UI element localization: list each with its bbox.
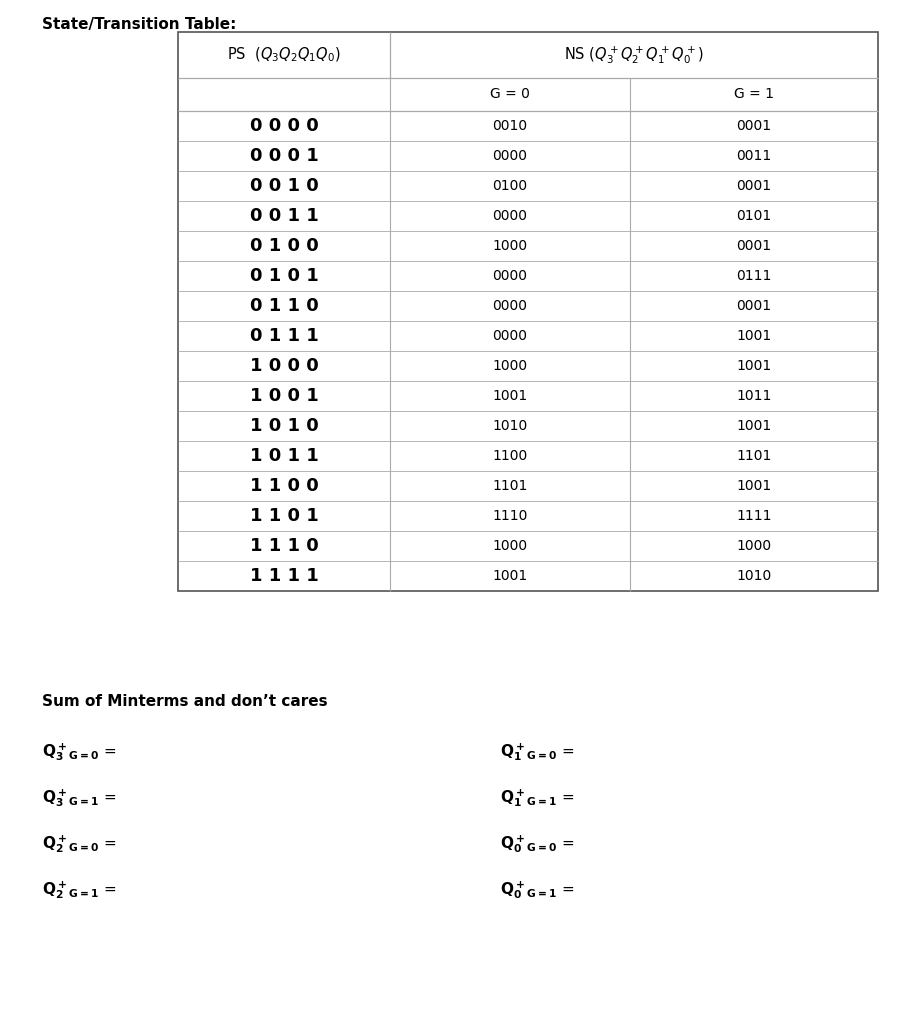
Text: G = 0: G = 0 xyxy=(489,87,529,101)
Text: 1001: 1001 xyxy=(492,569,527,583)
Text: State/Transition Table:: State/Transition Table: xyxy=(42,16,236,32)
Text: 1 0 0 1: 1 0 0 1 xyxy=(250,387,318,406)
Text: 1110: 1110 xyxy=(492,509,527,523)
Text: 1011: 1011 xyxy=(735,389,771,403)
Text: 1 1 1 1: 1 1 1 1 xyxy=(250,567,318,585)
Text: $\mathbf{Q_2^+}$$_{\mathbf{G=0}}$ =: $\mathbf{Q_2^+}$$_{\mathbf{G=0}}$ = xyxy=(42,834,117,855)
Text: 0011: 0011 xyxy=(735,150,771,163)
Text: 0 0 0 1: 0 0 0 1 xyxy=(250,147,318,165)
Text: 0 1 1 1: 0 1 1 1 xyxy=(250,327,318,345)
Text: 0100: 0100 xyxy=(492,179,527,193)
Text: 1000: 1000 xyxy=(492,539,527,553)
Text: 0 0 1 1: 0 0 1 1 xyxy=(250,207,318,225)
Text: $\mathbf{Q_1^+}$$_{\mathbf{G=0}}$ =: $\mathbf{Q_1^+}$$_{\mathbf{G=0}}$ = xyxy=(499,741,574,763)
Text: 1 1 1 0: 1 1 1 0 xyxy=(250,537,318,555)
Text: 0000: 0000 xyxy=(492,329,527,343)
Text: 0010: 0010 xyxy=(492,119,527,133)
Text: 1010: 1010 xyxy=(735,569,771,583)
Text: $\mathbf{Q_3^+}$$_{\mathbf{G=0}}$ =: $\mathbf{Q_3^+}$$_{\mathbf{G=0}}$ = xyxy=(42,741,117,763)
Text: 0000: 0000 xyxy=(492,150,527,163)
Text: $\mathbf{Q_3^+}$$_{\mathbf{G=1}}$ =: $\mathbf{Q_3^+}$$_{\mathbf{G=1}}$ = xyxy=(42,787,117,809)
Text: $\mathbf{Q_2^+}$$_{\mathbf{G=1}}$ =: $\mathbf{Q_2^+}$$_{\mathbf{G=1}}$ = xyxy=(42,879,117,901)
Text: 1000: 1000 xyxy=(492,239,527,253)
Text: 0111: 0111 xyxy=(735,269,771,283)
Text: 0000: 0000 xyxy=(492,299,527,313)
Text: 1001: 1001 xyxy=(735,359,771,373)
Text: 0 1 1 0: 0 1 1 0 xyxy=(250,297,318,315)
Text: 1 1 0 1: 1 1 0 1 xyxy=(250,507,318,525)
Text: 1001: 1001 xyxy=(735,419,771,433)
Text: $\mathbf{Q_0^+}$$_{\mathbf{G=0}}$ =: $\mathbf{Q_0^+}$$_{\mathbf{G=0}}$ = xyxy=(499,834,574,855)
Text: $\mathbf{Q_1^+}$$_{\mathbf{G=1}}$ =: $\mathbf{Q_1^+}$$_{\mathbf{G=1}}$ = xyxy=(499,787,574,809)
Text: 1001: 1001 xyxy=(735,479,771,493)
Text: 0000: 0000 xyxy=(492,209,527,223)
Text: 0001: 0001 xyxy=(735,239,771,253)
Text: 0 1 0 1: 0 1 0 1 xyxy=(250,267,318,285)
Text: 0 0 1 0: 0 0 1 0 xyxy=(250,177,318,195)
Text: 0001: 0001 xyxy=(735,299,771,313)
Text: 0101: 0101 xyxy=(735,209,771,223)
Text: 1010: 1010 xyxy=(492,419,527,433)
Text: 1 0 1 1: 1 0 1 1 xyxy=(250,447,318,465)
Text: 0001: 0001 xyxy=(735,119,771,133)
Text: NS ($Q_3^+Q_2^+Q_1^+Q_0^+$): NS ($Q_3^+Q_2^+Q_1^+Q_0^+$) xyxy=(564,44,703,66)
Text: 0000: 0000 xyxy=(492,269,527,283)
Text: 1 0 0 0: 1 0 0 0 xyxy=(250,357,318,375)
Text: G = 1: G = 1 xyxy=(733,87,773,101)
Bar xyxy=(178,32,877,591)
Text: 1111: 1111 xyxy=(735,509,771,523)
Text: 1101: 1101 xyxy=(492,479,527,493)
Text: 1 1 0 0: 1 1 0 0 xyxy=(250,477,318,495)
Text: 1000: 1000 xyxy=(492,359,527,373)
Text: 0 0 0 0: 0 0 0 0 xyxy=(250,117,318,135)
Text: 1001: 1001 xyxy=(735,329,771,343)
Text: Sum of Minterms and don’t cares: Sum of Minterms and don’t cares xyxy=(42,694,327,710)
Text: 0 1 0 0: 0 1 0 0 xyxy=(250,237,318,255)
Text: 0001: 0001 xyxy=(735,179,771,193)
Text: 1100: 1100 xyxy=(492,449,527,463)
Text: 1001: 1001 xyxy=(492,389,527,403)
Text: 1101: 1101 xyxy=(735,449,771,463)
Text: $\mathbf{Q_0^+}$$_{\mathbf{G=1}}$ =: $\mathbf{Q_0^+}$$_{\mathbf{G=1}}$ = xyxy=(499,879,574,901)
Text: 1000: 1000 xyxy=(735,539,771,553)
Text: 1 0 1 0: 1 0 1 0 xyxy=(250,417,318,435)
Text: PS  ($Q_3Q_2Q_1Q_0$): PS ($Q_3Q_2Q_1Q_0$) xyxy=(227,46,341,65)
